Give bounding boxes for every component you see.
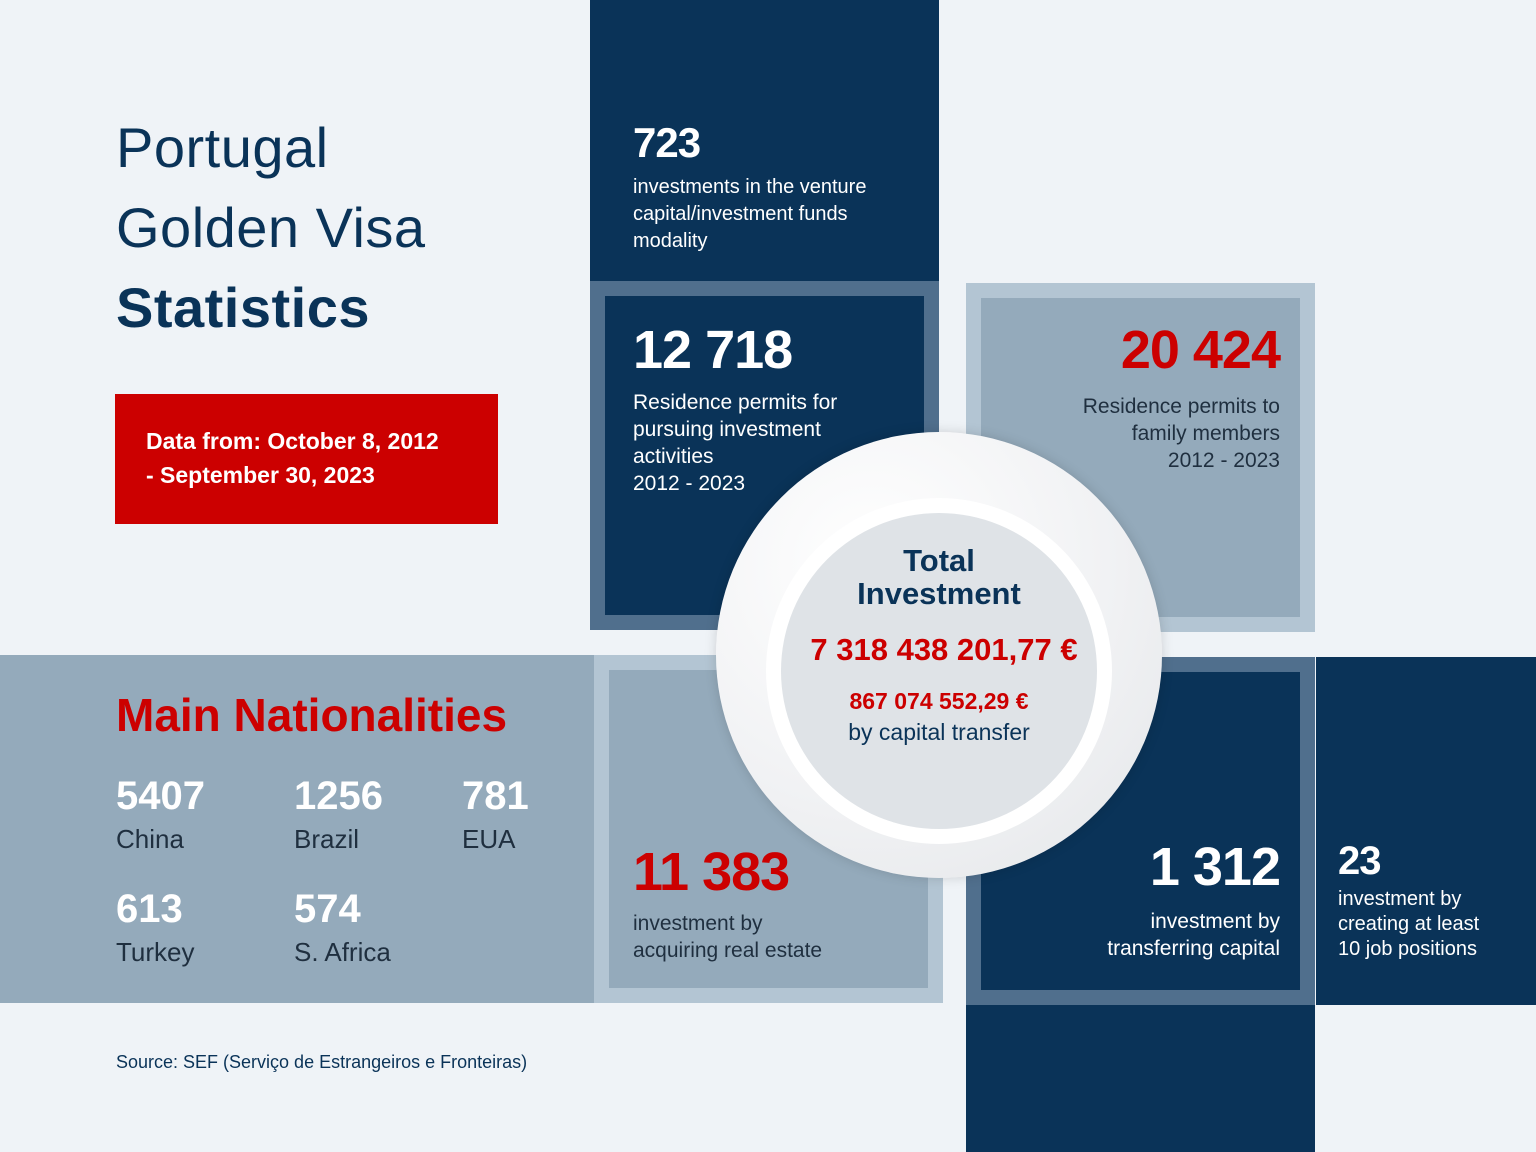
venture-desc-line: capital/investment funds — [633, 203, 848, 225]
nationality-item: 1256 Brazil — [294, 776, 383, 852]
capital-transfer-amount: 867 074 552,29 € — [849, 688, 1029, 714]
real-estate-stat: 11 383 investment by acquiring real esta… — [633, 845, 923, 964]
residence-family-desc-line: Residence permits to — [1082, 395, 1280, 418]
capital-transfer-value: 1 312 — [1149, 837, 1281, 897]
nationality-item: 5407 China — [116, 776, 205, 852]
total-investment-label-1: Total — [903, 543, 975, 578]
job-creation-value: 23 — [1338, 839, 1382, 883]
title-line-2: Golden Visa — [116, 196, 426, 259]
real-estate-desc: investment by acquiring real estate — [633, 910, 923, 964]
venture-desc-line: investments in the venture — [633, 176, 867, 198]
residence-family-value: 20 424 — [1120, 320, 1281, 380]
nationality-country: Brazil — [294, 824, 360, 854]
source-note: Source: SEF (Serviço de Estrangeiros e F… — [116, 1052, 528, 1072]
capital-transfer-desc-line: investment by — [1150, 910, 1280, 933]
nationalities-panel — [0, 655, 594, 1003]
nationality-country: EUA — [462, 824, 516, 854]
nationality-count: 5407 — [116, 774, 205, 818]
residence-family-desc: Residence permits to family members 2012… — [990, 393, 1280, 474]
residence-investment-stat: 12 718 Residence permits for pursuing in… — [633, 323, 913, 497]
title-line-1: Portugal — [116, 116, 329, 179]
capital-bottom-panel — [966, 1003, 1315, 1152]
real-estate-value: 11 383 — [633, 842, 790, 902]
real-estate-desc-line: acquiring real estate — [633, 939, 823, 962]
residence-investment-desc-line: 2012 - 2023 — [633, 472, 746, 495]
nationality-count: 781 — [462, 774, 529, 818]
job-creation-desc: investment by creating at least 10 job p… — [1338, 887, 1528, 962]
venture-stat: 723 investments in the venture capital/i… — [633, 122, 933, 255]
real-estate-desc-line: investment by — [633, 912, 763, 935]
page-title: Portugal Golden Visa Statistics — [116, 120, 556, 350]
date-badge-line-2: - September 30, 2023 — [146, 462, 375, 488]
total-investment-amount: 7 318 438 201,77 € — [810, 632, 1078, 667]
residence-investment-desc-line: activities — [633, 445, 714, 468]
capital-transfer-desc-line: transferring capital — [1107, 937, 1280, 960]
nationality-count: 613 — [116, 887, 183, 931]
nationality-country: S. Africa — [294, 937, 391, 967]
title-line-3: Statistics — [116, 276, 370, 339]
venture-value: 723 — [633, 119, 701, 166]
job-creation-desc-line: 10 job positions — [1338, 938, 1477, 960]
residence-family-stat: 20 424 Residence permits to family membe… — [990, 320, 1281, 474]
residence-investment-desc-line: pursuing investment — [633, 418, 821, 441]
date-badge-line-1: Data from: October 8, 2012 — [146, 428, 439, 454]
nationality-count: 574 — [294, 887, 361, 931]
capital-transfer-stat: 1 312 investment by transferring capital — [990, 837, 1281, 962]
capital-transfer-desc: investment by transferring capital — [990, 908, 1280, 962]
job-creation-stat: 23 investment by creating at least 10 jo… — [1338, 841, 1528, 962]
venture-desc: investments in the venture capital/inves… — [633, 174, 933, 255]
residence-investment-desc-line: Residence permits for — [633, 391, 838, 414]
nationality-country: China — [116, 824, 184, 854]
nationality-item: 781 EUA — [462, 776, 529, 852]
job-creation-desc-line: creating at least — [1338, 913, 1480, 935]
job-creation-panel — [1316, 657, 1536, 1005]
residence-investment-desc: Residence permits for pursuing investmen… — [633, 389, 913, 497]
nationality-country: Turkey — [116, 937, 195, 967]
nationality-item: 574 S. Africa — [294, 889, 391, 965]
nationalities-heading: Main Nationalities — [116, 689, 508, 741]
venture-desc-line: modality — [633, 230, 708, 252]
job-creation-desc-line: investment by — [1338, 888, 1462, 910]
total-investment-disc — [781, 513, 1097, 829]
total-investment-content: Total Investment 7 318 438 201,77 € 867 … — [766, 544, 1112, 748]
residence-investment-value: 12 718 — [633, 320, 793, 380]
nationality-item: 613 Turkey — [116, 889, 195, 965]
residence-family-desc-line: 2012 - 2023 — [1167, 449, 1280, 472]
total-investment-label-2: Investment — [857, 576, 1021, 611]
date-badge: Data from: October 8, 2012 - September 3… — [115, 394, 498, 524]
capital-transfer-label: by capital transfer — [848, 719, 1030, 745]
residence-family-desc-line: family members — [1131, 422, 1280, 445]
venture-panel — [590, 0, 939, 281]
nationality-count: 1256 — [294, 774, 383, 818]
